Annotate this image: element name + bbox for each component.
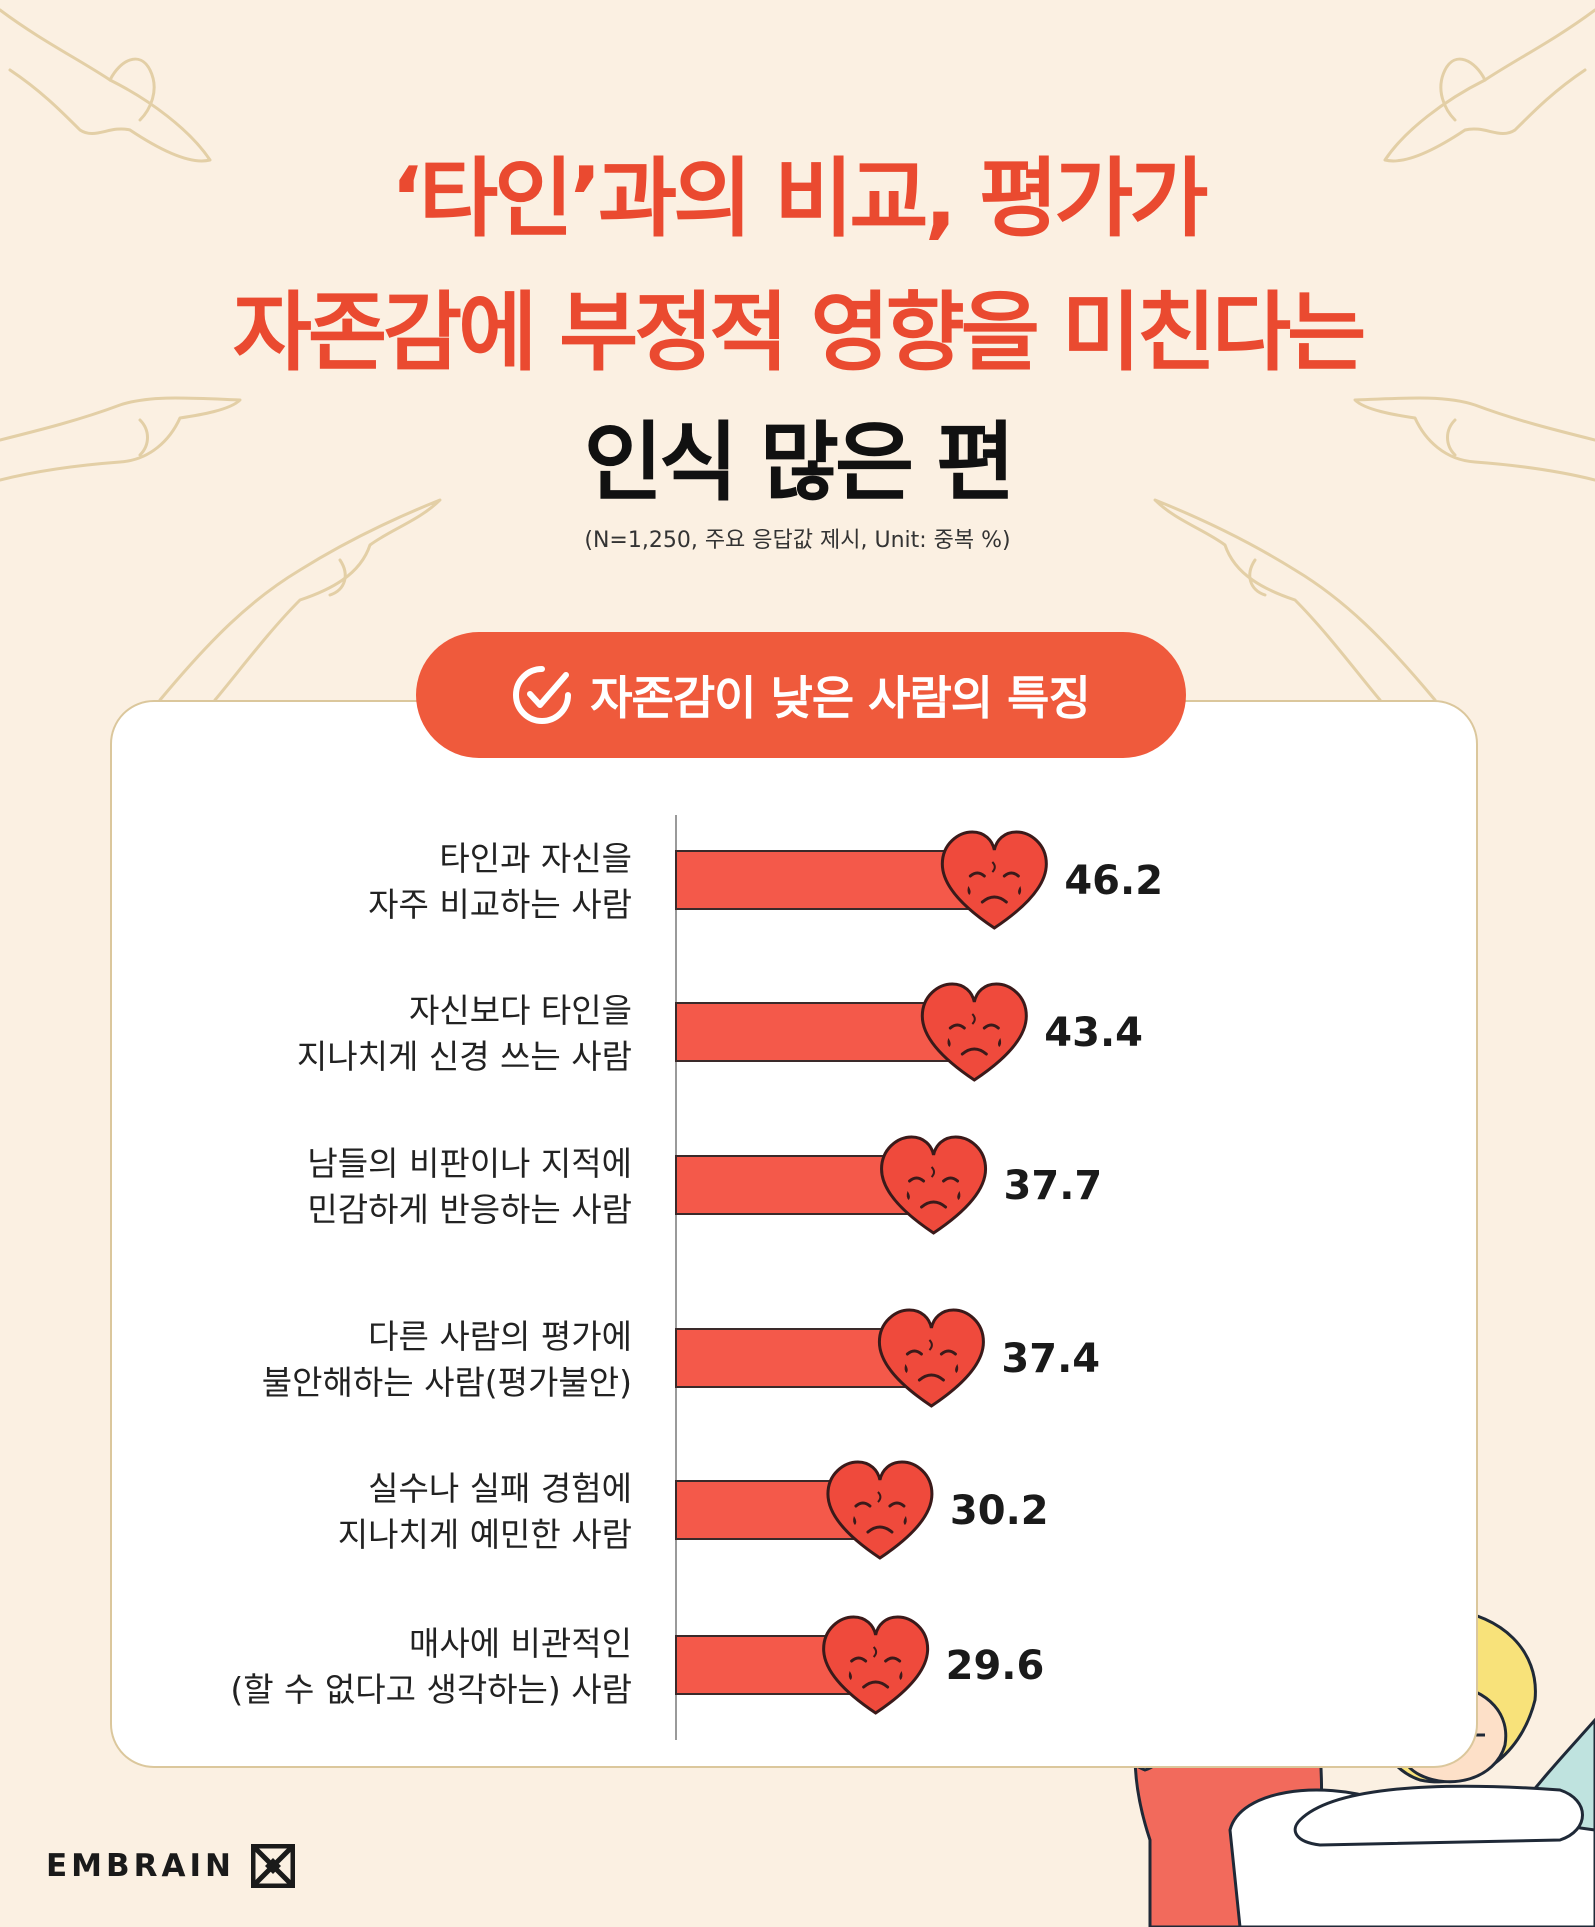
value-label-6: 29.6: [946, 1643, 1045, 1689]
category-label-3: 남들의 비판이나 지적에 민감하게 반응하는 사람: [307, 1144, 632, 1229]
value-label-2: 43.4: [1044, 1010, 1143, 1056]
crying-heart-icon: [822, 1615, 930, 1715]
value-label-3: 37.7: [1004, 1163, 1103, 1209]
category-label-4: 다른 사람의 평가에 불안해하는 사람(평가불안): [262, 1317, 632, 1402]
category-label-2: 자신보다 타인을 지나치게 신경 쓰는 사람: [297, 991, 632, 1076]
crying-heart-icon: [940, 830, 1048, 930]
crying-heart-icon: [880, 1135, 988, 1235]
value-label-5: 30.2: [950, 1488, 1049, 1534]
section-title: 자존감이 낮은 사람의 특징: [590, 671, 1091, 725]
brand-name: EMBRAIN: [46, 1848, 235, 1884]
category-label-5: 실수나 실패 경험에 지나치게 예민한 사람: [338, 1469, 632, 1554]
title-line-1: ‘타인’과의 비교, 평가가: [390, 149, 1209, 249]
category-label-6: 매사에 비관적인 (할 수 없다고 생각하는) 사람: [230, 1624, 632, 1709]
crying-heart-icon: [877, 1308, 985, 1408]
section-header-pill: 자존감이 낮은 사람의 특징: [416, 632, 1186, 758]
title-line-3: 인식 많은 편: [583, 413, 1015, 513]
crying-heart-icon: [826, 1460, 934, 1560]
value-label-1: 46.2: [1064, 858, 1163, 904]
brand-logo: EMBRAIN: [46, 1844, 295, 1888]
crying-heart-icon: [920, 982, 1028, 1082]
check-circle-icon: [513, 666, 572, 724]
embrain-logo-icon: [251, 1844, 295, 1888]
survey-note: (N=1,250, 주요 응답값 제시, Unit: 중복 %): [584, 528, 1011, 553]
value-label-4: 37.4: [1001, 1336, 1100, 1382]
category-label-1: 타인과 자신을 자주 비교하는 사람: [368, 839, 632, 924]
title-line-2: 자존감에 부정적 영향을 미친다는: [232, 283, 1367, 383]
